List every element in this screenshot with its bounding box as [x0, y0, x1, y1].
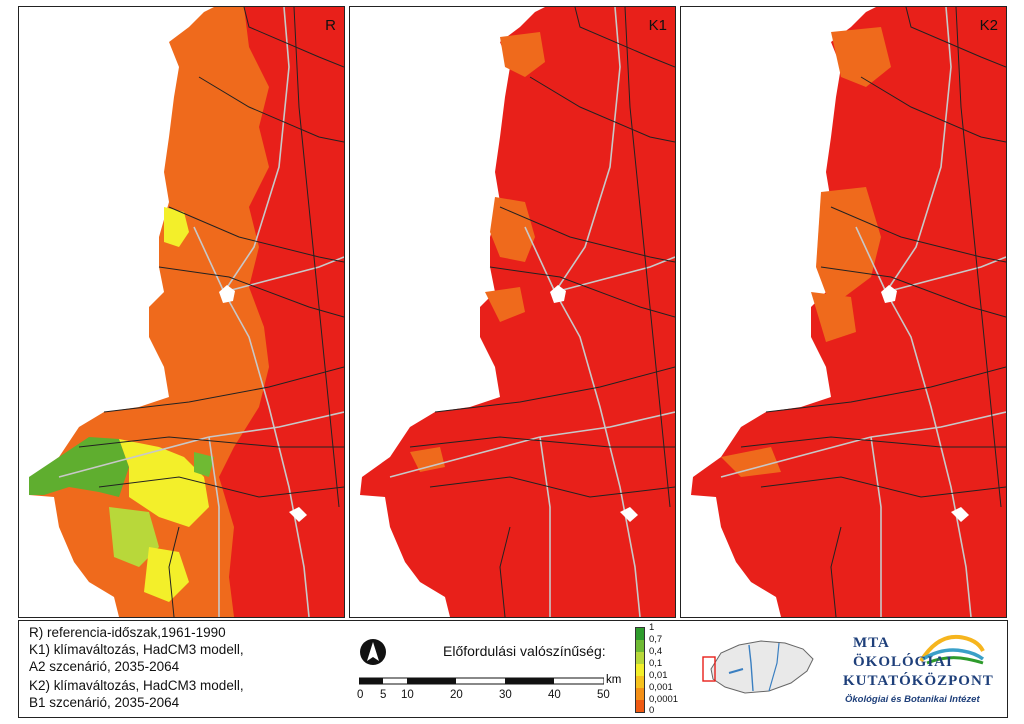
ramp-label-04: 0,4 [649, 646, 663, 657]
legend-text-r: R) referencia-időszak,1961-1990 [29, 625, 226, 640]
scale-tick-5: 5 [380, 689, 387, 701]
ramp-swatch [636, 700, 644, 712]
scale-tick-20: 20 [450, 689, 463, 701]
scale-tick-50: 50 [597, 689, 610, 701]
legend-strip: R) referencia-időszak,1961-1990 K1) klím… [18, 620, 1008, 718]
ramp-label-0: 0 [649, 705, 655, 716]
ramp-label-1: 1 [649, 622, 655, 633]
logo-waves-icon [919, 634, 985, 665]
panel-label-k2: K2 [979, 17, 998, 34]
scale-bar [359, 677, 604, 685]
color-ramp [635, 627, 645, 713]
legend-text-k2-scenario: B1 szcenárió, 2035-2064 [29, 695, 180, 710]
legend-text-k1-scenario: A2 szcenárió, 2035-2064 [29, 659, 180, 674]
ramp-swatch [636, 628, 644, 640]
map-panel-r: R [18, 6, 345, 618]
scale-tick-10: 10 [401, 689, 414, 701]
map-k2 [691, 7, 1006, 617]
hungary-inset-map [702, 640, 814, 694]
ramp-label-001: 0,01 [649, 670, 668, 681]
scale-tick-30: 30 [499, 689, 512, 701]
scale-tick-0: 0 [357, 689, 364, 701]
ramp-swatch [636, 640, 644, 652]
ramp-label-07: 0,7 [649, 634, 663, 645]
probability-title: Előfordulási valószínűség: [443, 643, 606, 659]
mta-logo: MTA ÖKOLÓGIAI KUTATÓKÖZPONT Ökológiai és… [831, 629, 1001, 713]
map-panel-k1: K1 [349, 6, 676, 618]
ramp-swatch [636, 664, 644, 676]
north-arrow-icon [360, 639, 386, 665]
ramp-label-01: 0,1 [649, 658, 663, 669]
legend-text-k2: K2) klímaváltozás, HadCM3 modell, [29, 678, 244, 693]
scale-unit: km [606, 674, 622, 686]
logo-line-1: MTA [853, 635, 890, 651]
ramp-label-00001: 0,0001 [649, 694, 679, 705]
ramp-swatch [636, 676, 644, 688]
ramp-swatch [636, 688, 644, 700]
legend-text-k1: K1) klímaváltozás, HadCM3 modell, [29, 642, 244, 657]
logo-subtitle: Ökológiai és Botanikai Intézet [845, 694, 980, 705]
ramp-swatch [636, 652, 644, 664]
ramp-label-0001: 0,001 [649, 682, 673, 693]
map-r [29, 7, 344, 617]
panel-label-k1: K1 [648, 17, 667, 34]
logo-line-2: ÖKOLÓGIAI [853, 654, 953, 670]
map-k1 [360, 7, 675, 617]
map-panel-k2: K2 [680, 6, 1007, 618]
logo-line-3: KUTATÓKÖZPONT [843, 673, 994, 689]
panel-label-r: R [325, 17, 336, 34]
scale-tick-40: 40 [548, 689, 561, 701]
